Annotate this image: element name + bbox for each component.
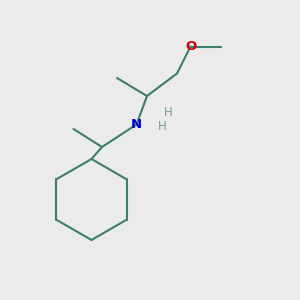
Text: H: H xyxy=(164,106,172,118)
Text: N: N xyxy=(131,118,142,131)
Text: H: H xyxy=(158,120,166,133)
Text: O: O xyxy=(185,40,196,53)
